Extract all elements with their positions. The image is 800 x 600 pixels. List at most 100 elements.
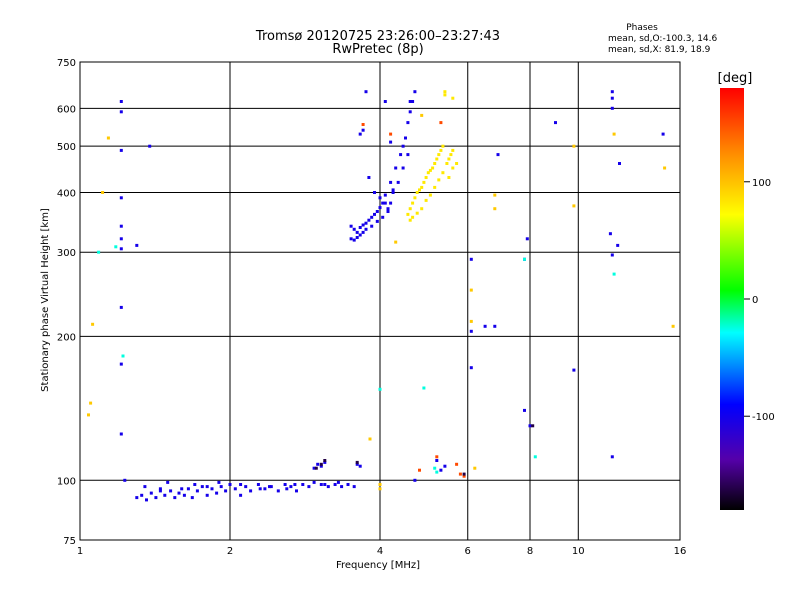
data-point (618, 162, 621, 165)
data-point (435, 455, 439, 459)
data-points (87, 90, 675, 502)
data-point (370, 215, 374, 219)
data-point (89, 401, 93, 405)
data-point (469, 329, 473, 333)
data-point (358, 226, 362, 229)
y-tick-label: 300 (57, 248, 76, 259)
data-point (424, 198, 428, 202)
data-point (140, 493, 144, 497)
data-point (119, 110, 123, 114)
data-point (608, 232, 612, 236)
data-point (441, 144, 445, 148)
data-point (358, 464, 362, 468)
data-point (200, 485, 204, 489)
data-point (101, 191, 105, 194)
data-point (401, 166, 405, 170)
data-point (195, 489, 199, 493)
data-point (411, 215, 415, 219)
data-point (263, 487, 267, 491)
data-point (439, 468, 443, 472)
data-point (469, 288, 473, 292)
data-point (106, 136, 110, 140)
data-point (283, 483, 287, 486)
data-point (368, 437, 372, 441)
data-point (323, 483, 327, 486)
data-point (572, 144, 576, 148)
data-point (439, 121, 443, 125)
x-tick-label: 10 (572, 546, 585, 557)
data-point (413, 478, 417, 482)
y-tick-label: 75 (63, 536, 76, 547)
data-point (158, 489, 162, 493)
data-point (361, 223, 365, 227)
data-point (445, 162, 449, 165)
data-point (378, 487, 382, 491)
x-tick-label: 8 (527, 546, 533, 557)
colorbar-tick-label: -100 (752, 412, 775, 423)
data-point (413, 90, 417, 94)
data-point (349, 224, 353, 228)
data-point (349, 237, 353, 241)
data-point (451, 96, 455, 100)
data-point (166, 480, 170, 484)
data-point (435, 459, 439, 462)
x-tick-label: 6 (465, 546, 471, 557)
data-point (375, 210, 379, 213)
y-tick-label: 200 (57, 332, 76, 343)
data-point (437, 178, 441, 182)
data-point (455, 462, 459, 466)
data-point (149, 491, 153, 495)
data-point (469, 366, 473, 370)
data-point (119, 432, 123, 436)
data-point (352, 485, 356, 489)
data-point (383, 193, 387, 197)
data-point (399, 153, 403, 157)
data-point (671, 324, 675, 328)
data-point (389, 201, 393, 205)
colorbar-label: [deg] (718, 71, 753, 86)
data-point (383, 100, 387, 103)
data-point (612, 272, 616, 276)
data-point (433, 466, 437, 470)
data-point (661, 132, 665, 136)
data-point (186, 487, 190, 491)
data-point (352, 238, 356, 242)
data-point (451, 148, 455, 152)
plot-frame (79, 61, 681, 541)
data-point (420, 207, 424, 211)
data-point (396, 180, 400, 184)
data-point (355, 462, 359, 466)
data-point (433, 185, 437, 189)
data-point (610, 90, 614, 94)
data-point (389, 132, 393, 136)
data-point (458, 472, 462, 476)
data-point (319, 483, 323, 486)
data-point (177, 491, 181, 495)
data-point (531, 424, 535, 428)
data-point (378, 483, 382, 486)
data-point (319, 464, 323, 468)
data-point (269, 485, 273, 489)
data-point (437, 153, 441, 157)
data-point (496, 153, 500, 157)
data-point (443, 464, 447, 468)
colorbar-tick-label: 100 (752, 178, 771, 189)
data-point (386, 210, 390, 213)
data-point (439, 148, 443, 152)
data-point (333, 483, 337, 486)
x-tick-label: 16 (674, 546, 687, 557)
data-point (572, 204, 576, 208)
data-point (289, 485, 293, 489)
data-point (210, 487, 214, 491)
data-point (381, 201, 385, 205)
data-point (323, 459, 327, 462)
data-point (91, 322, 95, 326)
data-point (346, 483, 350, 486)
data-point (370, 224, 374, 228)
data-point (323, 460, 327, 464)
data-point (193, 483, 197, 486)
data-point (378, 196, 382, 200)
data-point (154, 496, 158, 500)
data-point (169, 489, 173, 493)
data-point (483, 324, 487, 328)
